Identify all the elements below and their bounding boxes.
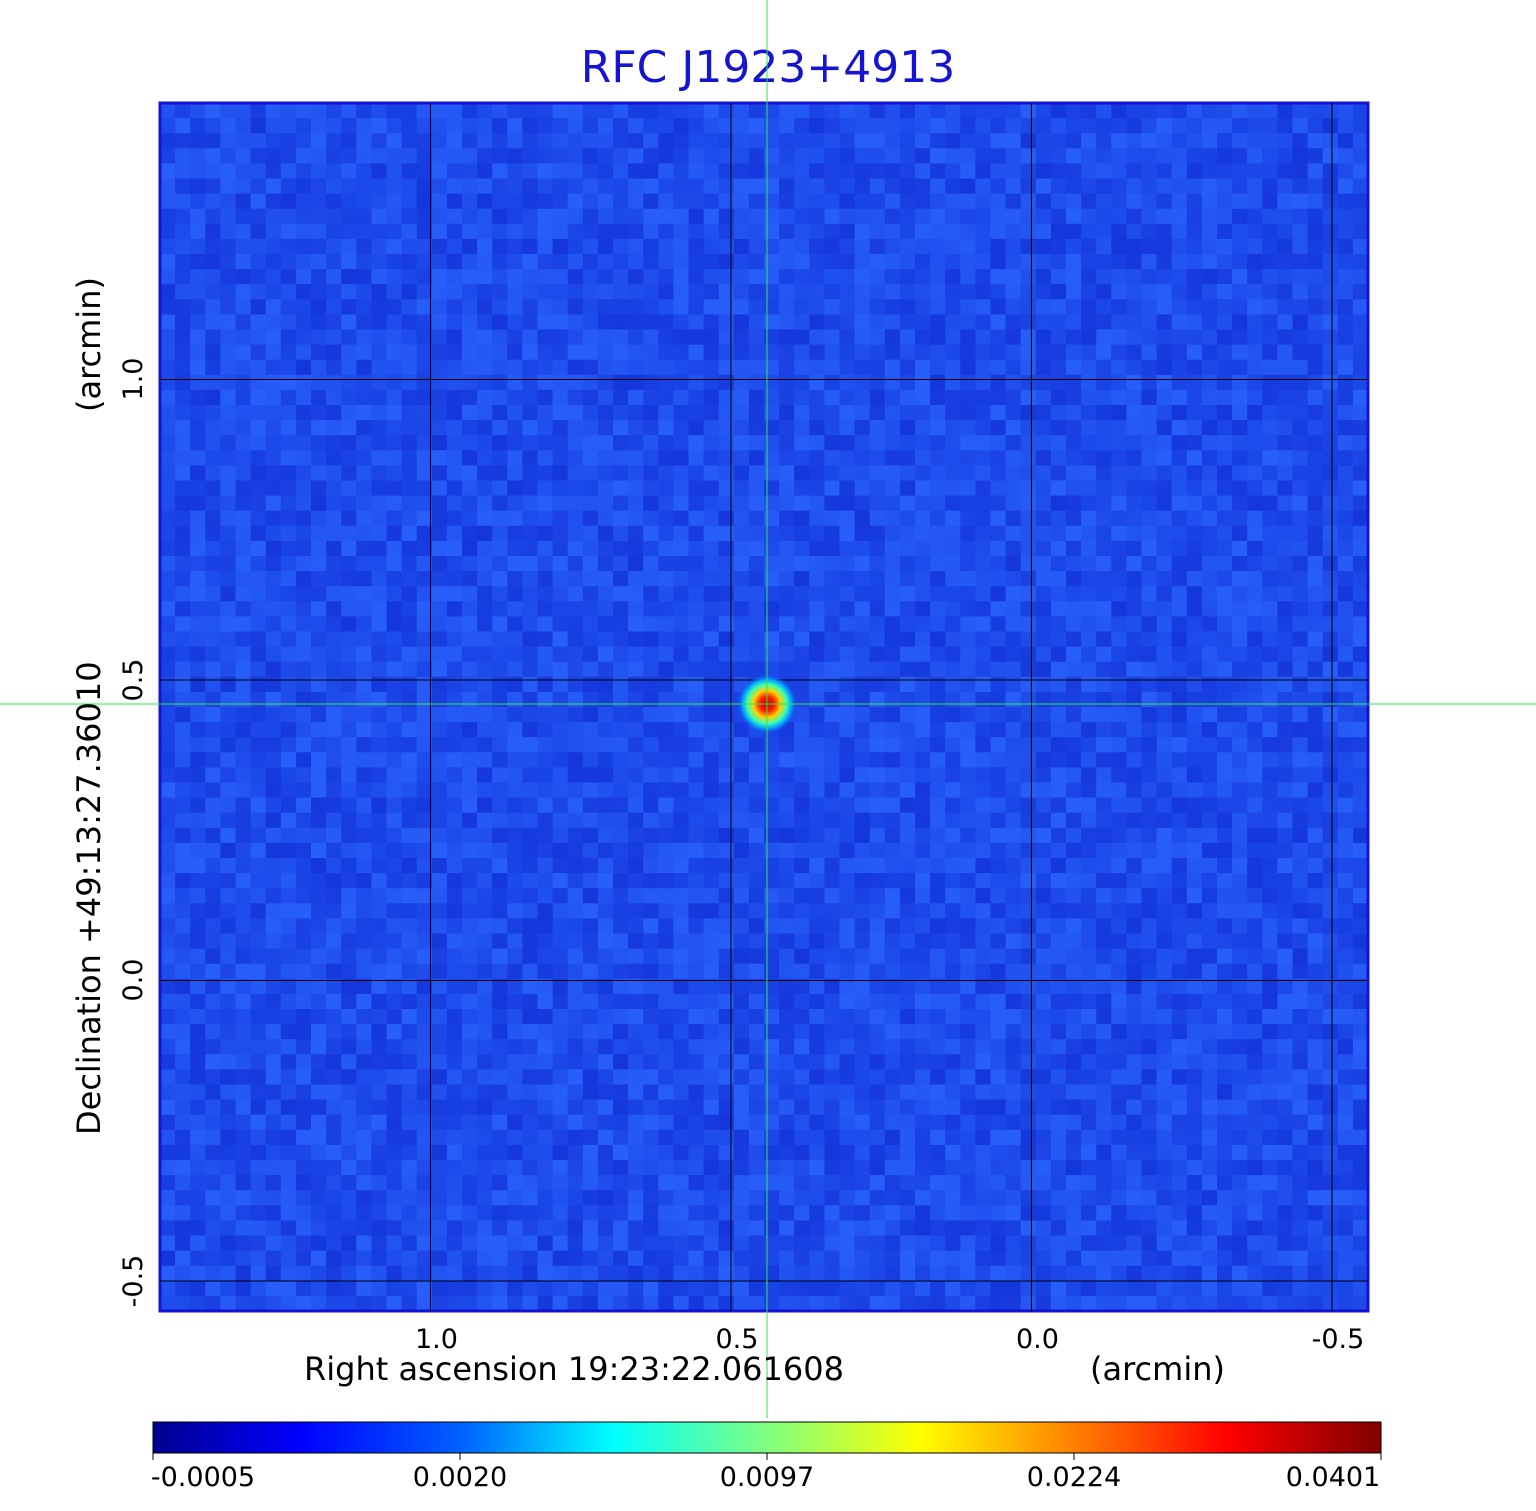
plot-frame [158, 101, 1370, 1313]
colorbar-tick-label: 0.0224 [1026, 1462, 1122, 1493]
colorbar-tick-label: 0.0097 [719, 1462, 815, 1493]
y-tick-label: 0.0 [118, 958, 149, 1002]
x-axis-label: Right ascension 19:23:22.061608 [304, 1350, 844, 1388]
colorbar-tick-label: 0.0020 [412, 1462, 508, 1493]
x-axis-unit: (arcmin) [1090, 1350, 1225, 1388]
y-axis-label: Declination +49:13:27.36010 [70, 661, 108, 1135]
heatmap-image [160, 103, 1369, 1312]
x-tick-label: 1.0 [414, 1324, 458, 1355]
x-tick-label: -0.5 [1311, 1324, 1365, 1355]
crosshair [0, 0, 1536, 1418]
x-tick-label: 0.5 [715, 1324, 759, 1355]
colorbar [152, 1421, 1382, 1454]
colorbar-tick-label: -0.0005 [150, 1462, 256, 1493]
y-tick-label: 0.5 [118, 658, 149, 702]
colorbar-ticks [152, 1453, 1382, 1460]
y-tick-label: 1.0 [118, 357, 149, 401]
grid [160, 103, 1368, 1311]
colorbar-tick-label: 0.0401 [1285, 1462, 1381, 1493]
x-tick-label: 0.0 [1015, 1324, 1059, 1355]
y-tick-label: -0.5 [118, 1254, 149, 1308]
y-axis-unit: (arcmin) [70, 277, 108, 412]
chart-title: RFC J1923+4913 [580, 42, 956, 93]
